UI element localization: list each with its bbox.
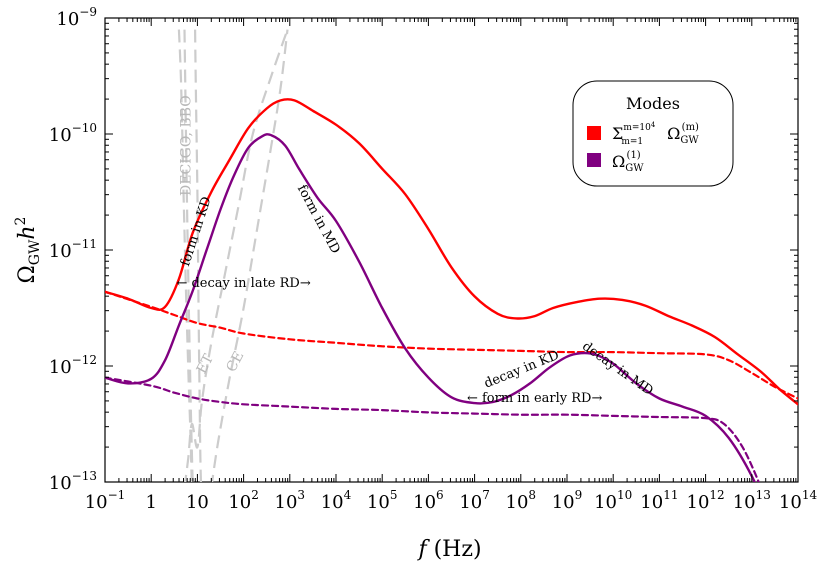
series-sum-modes-solid: [105, 98, 798, 406]
legend-box: [572, 80, 734, 187]
sensitivity-curve-bbo-2: [183, 29, 194, 482]
x-tick-label: 1011: [640, 488, 678, 513]
legend: Modes Σm=104 m=1 ΩGW(m) ΩGW(1): [572, 80, 734, 187]
y-axis-label: ΩGWh2: [13, 217, 43, 284]
x-tick-label: 1: [145, 492, 156, 513]
x-tick-label: 1010: [594, 488, 632, 513]
y-tick-label: 10−11: [49, 237, 97, 262]
series-sum-modes-dashed: [105, 290, 798, 400]
series-first-mode-solid: [105, 133, 756, 482]
annotation-decay-in-kd: decay in KD: [482, 348, 561, 392]
x-tick-label: 1014: [779, 488, 818, 513]
sensitivity-curve-ce: [211, 29, 289, 482]
x-tick-label: 109: [552, 488, 583, 513]
x-tick-label: 102: [228, 488, 259, 513]
annotation-decay-in-md: decay in MD: [579, 339, 656, 399]
annotation-decay-in-late-rd: ← decay in late RD→: [176, 276, 310, 291]
annotation-decigo-bbo: DECIGO, BBO: [179, 95, 195, 196]
data-series: [105, 98, 798, 482]
x-tick-label: 104: [321, 488, 352, 513]
annotation-form-in-early-rd: ← form in early RD→: [467, 391, 603, 406]
x-tick-label: 10−1: [85, 488, 126, 513]
x-tick-label: 10: [186, 492, 209, 513]
x-tick-label: 106: [413, 488, 444, 513]
x-tick-label: 1012: [687, 488, 725, 513]
sensitivity-curve-bbo: [194, 29, 203, 482]
detector-sensitivity-curves: [177, 29, 289, 482]
y-tick-label: 10−9: [56, 5, 97, 30]
x-tick-label: 1013: [733, 488, 771, 513]
annotation-et: ET: [194, 351, 218, 376]
x-tick-label: 108: [506, 488, 537, 513]
x-tick-label: 103: [275, 488, 306, 513]
y-tick-label: 10−10: [49, 121, 97, 146]
y-tick-label: 10−13: [49, 469, 97, 494]
annotation-ce: CE: [223, 349, 247, 375]
x-tick-label: 107: [459, 488, 490, 513]
x-axis-label: f (Hz): [416, 537, 481, 562]
series-first-mode-dashed: [105, 376, 760, 482]
sensitivity-curve-et: [184, 29, 289, 482]
legend-swatch-first-mode: [587, 153, 601, 167]
y-tick-label: 10−12: [49, 353, 97, 378]
x-tick-label: 105: [367, 488, 398, 513]
svg-text:ΩGWh2: ΩGWh2: [13, 217, 43, 284]
legend-swatch-sum-modes: [587, 126, 601, 140]
legend-title: Modes: [626, 94, 680, 113]
